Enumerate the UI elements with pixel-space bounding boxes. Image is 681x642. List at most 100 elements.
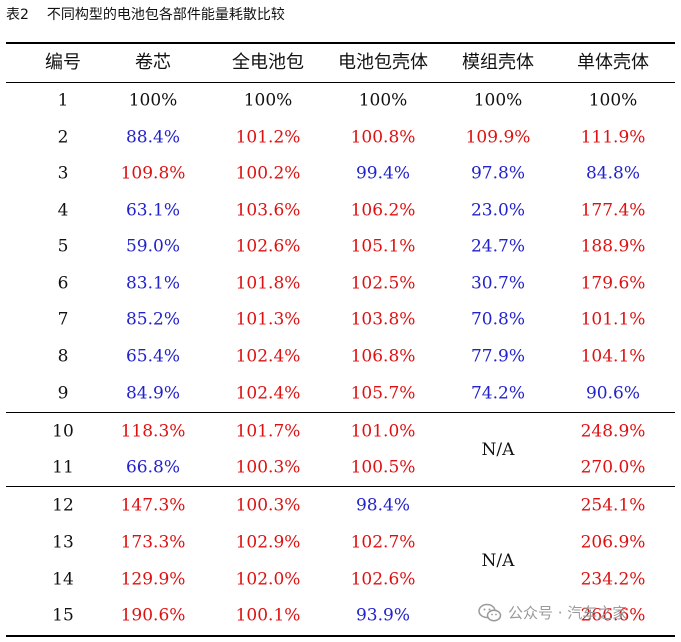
table-cell: 102.0% xyxy=(235,569,301,590)
row-id: 15 xyxy=(52,605,74,626)
column-header: 电池包壳体 xyxy=(338,52,428,73)
row-id: 3 xyxy=(57,163,69,184)
table-cell: 88.4% xyxy=(125,127,181,148)
column-header: 全电池包 xyxy=(232,52,304,73)
table-cell: 190.6% xyxy=(120,605,186,626)
row-id: 11 xyxy=(52,457,74,478)
table-cell: 83.1% xyxy=(125,273,181,294)
table-cell: 100.1% xyxy=(235,605,301,626)
table-cell: 248.9% xyxy=(580,421,646,442)
table-cell: 105.7% xyxy=(350,383,416,404)
table-cell: 101.2% xyxy=(235,127,301,148)
table-cell: 103.8% xyxy=(350,309,416,330)
top-rule xyxy=(6,42,675,44)
column-header: 模组壳体 xyxy=(462,52,534,73)
row-id: 10 xyxy=(52,421,74,442)
table-cell: 101.1% xyxy=(580,309,646,330)
table-cell: 179.6% xyxy=(580,273,646,294)
table-cell: 270.0% xyxy=(580,457,646,478)
row-id: 9 xyxy=(57,383,69,404)
table-cell: 100.3% xyxy=(235,457,301,478)
wechat-icon xyxy=(478,603,502,621)
table-cell: 254.1% xyxy=(580,495,646,516)
table-cell: 74.2% xyxy=(470,383,526,404)
row-id: 4 xyxy=(57,200,69,221)
table-cell: 30.7% xyxy=(470,273,526,294)
table-cell: 100.8% xyxy=(350,127,416,148)
table-cell: 100% xyxy=(473,90,523,111)
table-cell: 101.8% xyxy=(235,273,301,294)
bottom-rule xyxy=(6,635,675,637)
table-cell: 84.9% xyxy=(125,383,181,404)
table-cell: 206.9% xyxy=(580,532,646,553)
table-cell: 59.0% xyxy=(125,236,181,257)
table-cell: 93.9% xyxy=(355,605,411,626)
table-cell: 147.3% xyxy=(120,495,186,516)
table-cell: 99.4% xyxy=(355,163,411,184)
table-cell: 84.8% xyxy=(585,163,641,184)
table-cell: 24.7% xyxy=(470,236,526,257)
table-cell: 188.9% xyxy=(580,236,646,257)
row-id: 5 xyxy=(57,236,69,257)
table-cell: 97.8% xyxy=(470,163,526,184)
row-id: 8 xyxy=(57,346,69,367)
table-cell: 102.7% xyxy=(350,532,416,553)
table-cell: 102.6% xyxy=(235,236,301,257)
table-cell: 102.5% xyxy=(350,273,416,294)
column-header: 编号 xyxy=(45,52,81,73)
row-id: 1 xyxy=(57,90,69,111)
table-cell: 101.0% xyxy=(350,421,416,442)
row-id: 6 xyxy=(57,273,69,294)
table-cell: 104.1% xyxy=(580,346,646,367)
table-cell: 173.3% xyxy=(120,532,186,553)
row-id: 14 xyxy=(52,569,74,590)
table-cell: 100% xyxy=(128,90,178,111)
table-cell: 90.6% xyxy=(585,383,641,404)
table-cell: 101.3% xyxy=(235,309,301,330)
table-cell: 100.3% xyxy=(235,495,301,516)
row-id: 2 xyxy=(57,127,69,148)
table-cell: 100% xyxy=(588,90,638,111)
watermark-text: 公众号 · 汽车之家 xyxy=(508,604,628,622)
table-cell: 66.8% xyxy=(125,457,181,478)
table-cell: 129.9% xyxy=(120,569,186,590)
table-cell: 105.1% xyxy=(350,236,416,257)
table-cell: 102.6% xyxy=(350,569,416,590)
table-cell: 101.7% xyxy=(235,421,301,442)
table-cell: 266.6% xyxy=(580,605,646,626)
table-cell: 111.9% xyxy=(580,127,646,148)
table-cell: 177.4% xyxy=(580,200,646,221)
table-cell: 103.6% xyxy=(235,200,301,221)
table-cell: 98.4% xyxy=(355,495,411,516)
table-cell: 118.3% xyxy=(120,421,186,442)
table-cell: 100% xyxy=(358,90,408,111)
header-rule xyxy=(6,82,675,83)
table-cell: 102.4% xyxy=(235,383,301,404)
group-divider-2 xyxy=(6,486,675,487)
table-cell: 77.9% xyxy=(470,346,526,367)
table-cell: 65.4% xyxy=(125,346,181,367)
table-cell: 100.2% xyxy=(235,163,301,184)
table-cell: 70.8% xyxy=(470,309,526,330)
column-header: 单体壳体 xyxy=(577,52,649,73)
table-cell: 102.9% xyxy=(235,532,301,553)
table-caption: 表2 不同构型的电池包各部件能量耗散比较 xyxy=(6,4,285,24)
table-cell: 85.2% xyxy=(125,309,181,330)
table-cell: 109.8% xyxy=(120,163,186,184)
table-cell: 109.9% xyxy=(465,127,531,148)
table-cell: 23.0% xyxy=(470,200,526,221)
na-merged-cell: N/A xyxy=(481,551,515,571)
group-divider-1 xyxy=(6,412,675,413)
table-cell: 234.2% xyxy=(580,569,646,590)
table-cell: 100.5% xyxy=(350,457,416,478)
table-number: 表2 xyxy=(6,7,29,23)
table-cell: 106.2% xyxy=(350,200,416,221)
row-id: 13 xyxy=(52,532,74,553)
table-cell: 100% xyxy=(243,90,293,111)
table-cell: 63.1% xyxy=(125,200,181,221)
row-id: 7 xyxy=(57,309,69,330)
column-header: 卷芯 xyxy=(135,52,171,73)
watermark: 公众号 · 汽车之家 xyxy=(478,602,627,623)
table-cell: 106.8% xyxy=(350,346,416,367)
table-title: 不同构型的电池包各部件能量耗散比较 xyxy=(46,7,285,23)
